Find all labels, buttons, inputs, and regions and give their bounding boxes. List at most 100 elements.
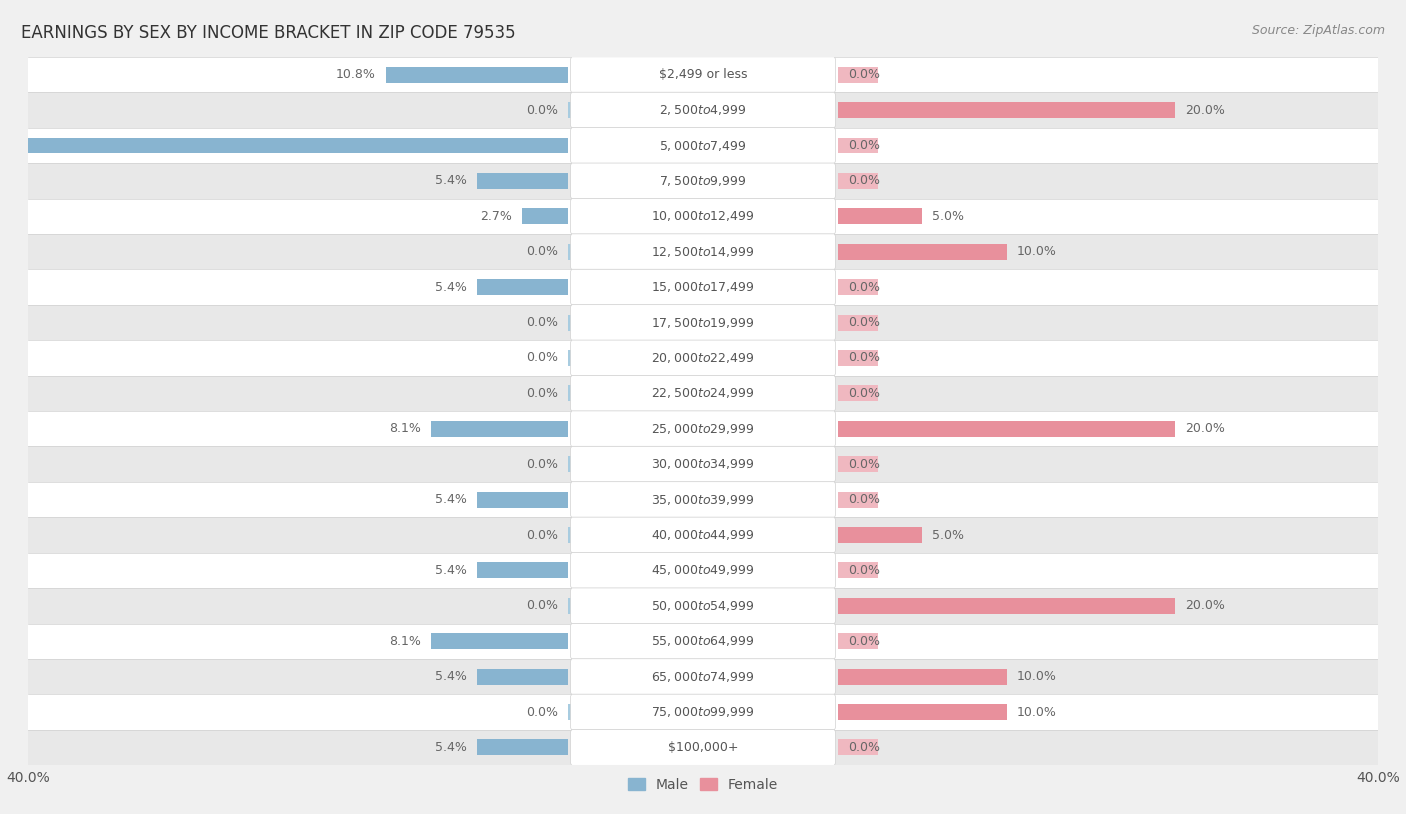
Bar [838,385,879,401]
Text: 0.0%: 0.0% [526,706,558,719]
Bar [28,624,1378,659]
Bar [477,173,568,189]
Text: $65,000 to $74,999: $65,000 to $74,999 [651,670,755,684]
FancyBboxPatch shape [571,482,835,518]
Text: $12,500 to $14,999: $12,500 to $14,999 [651,245,755,259]
Text: 0.0%: 0.0% [848,316,880,329]
FancyBboxPatch shape [571,375,835,411]
Bar [838,456,879,472]
FancyBboxPatch shape [571,163,835,199]
Bar [0,138,568,154]
Text: $7,500 to $9,999: $7,500 to $9,999 [659,174,747,188]
Text: $45,000 to $49,999: $45,000 to $49,999 [651,563,755,577]
Text: 10.0%: 10.0% [1017,706,1057,719]
Text: 0.0%: 0.0% [848,68,880,81]
Bar [838,243,1007,260]
Bar [838,668,1007,685]
Text: 10.0%: 10.0% [1017,670,1057,683]
Bar [28,659,1378,694]
Text: 10.8%: 10.8% [336,68,375,81]
Bar [28,269,1378,304]
Text: $50,000 to $54,999: $50,000 to $54,999 [651,599,755,613]
Bar [385,67,568,83]
Text: 0.0%: 0.0% [848,139,880,152]
Text: 20.0%: 20.0% [1185,422,1226,435]
Text: 20.0%: 20.0% [1185,103,1226,116]
Text: $35,000 to $39,999: $35,000 to $39,999 [651,492,755,506]
Text: $25,000 to $29,999: $25,000 to $29,999 [651,422,755,435]
FancyBboxPatch shape [571,57,835,93]
FancyBboxPatch shape [571,446,835,482]
FancyBboxPatch shape [571,588,835,624]
Bar [432,633,568,650]
Text: 0.0%: 0.0% [848,352,880,365]
Text: 5.0%: 5.0% [932,210,965,223]
Bar [28,304,1378,340]
Text: 5.4%: 5.4% [434,174,467,187]
Bar [568,456,609,472]
Text: 0.0%: 0.0% [848,741,880,754]
Text: 5.4%: 5.4% [434,493,467,506]
FancyBboxPatch shape [571,624,835,659]
Bar [432,421,568,437]
Text: 0.0%: 0.0% [526,599,558,612]
Bar [28,340,1378,375]
Text: 8.1%: 8.1% [389,422,422,435]
Text: 0.0%: 0.0% [848,457,880,470]
Legend: Male, Female: Male, Female [623,772,783,797]
Text: $40,000 to $44,999: $40,000 to $44,999 [651,528,755,542]
Text: 5.4%: 5.4% [434,564,467,577]
Text: Source: ZipAtlas.com: Source: ZipAtlas.com [1251,24,1385,37]
Bar [838,421,1175,437]
Text: $75,000 to $99,999: $75,000 to $99,999 [651,705,755,719]
Bar [568,243,609,260]
Bar [838,173,879,189]
Text: $20,000 to $22,499: $20,000 to $22,499 [651,351,755,365]
Bar [568,314,609,330]
Bar [28,163,1378,199]
Text: 0.0%: 0.0% [848,281,880,294]
FancyBboxPatch shape [571,517,835,553]
Bar [568,597,609,614]
FancyBboxPatch shape [571,659,835,694]
Text: $2,500 to $4,999: $2,500 to $4,999 [659,103,747,117]
FancyBboxPatch shape [571,694,835,730]
Text: $100,000+: $100,000+ [668,741,738,754]
Bar [838,562,879,579]
Bar [28,234,1378,269]
Text: 0.0%: 0.0% [526,245,558,258]
Bar [477,739,568,755]
Bar [838,597,1175,614]
Bar [838,492,879,508]
Bar [28,92,1378,128]
Text: 10.0%: 10.0% [1017,245,1057,258]
Text: 0.0%: 0.0% [526,316,558,329]
Bar [568,385,609,401]
Bar [477,562,568,579]
Bar [28,199,1378,234]
Text: $22,500 to $24,999: $22,500 to $24,999 [651,387,755,400]
Text: 0.0%: 0.0% [848,174,880,187]
Text: $15,000 to $17,499: $15,000 to $17,499 [651,280,755,294]
FancyBboxPatch shape [571,199,835,234]
Text: $30,000 to $34,999: $30,000 to $34,999 [651,457,755,471]
FancyBboxPatch shape [571,234,835,269]
Text: $2,499 or less: $2,499 or less [659,68,747,81]
Text: 0.0%: 0.0% [526,352,558,365]
Text: $17,500 to $19,999: $17,500 to $19,999 [651,316,755,330]
Bar [523,208,568,225]
FancyBboxPatch shape [571,553,835,589]
Bar [838,314,879,330]
Bar [28,446,1378,482]
Bar [838,138,879,154]
Text: 0.0%: 0.0% [526,103,558,116]
Bar [28,128,1378,163]
FancyBboxPatch shape [571,269,835,305]
Text: 0.0%: 0.0% [526,457,558,470]
FancyBboxPatch shape [571,128,835,164]
Bar [838,279,879,295]
Text: 0.0%: 0.0% [526,387,558,400]
Text: 8.1%: 8.1% [389,635,422,648]
Bar [568,102,609,118]
Text: 0.0%: 0.0% [848,493,880,506]
